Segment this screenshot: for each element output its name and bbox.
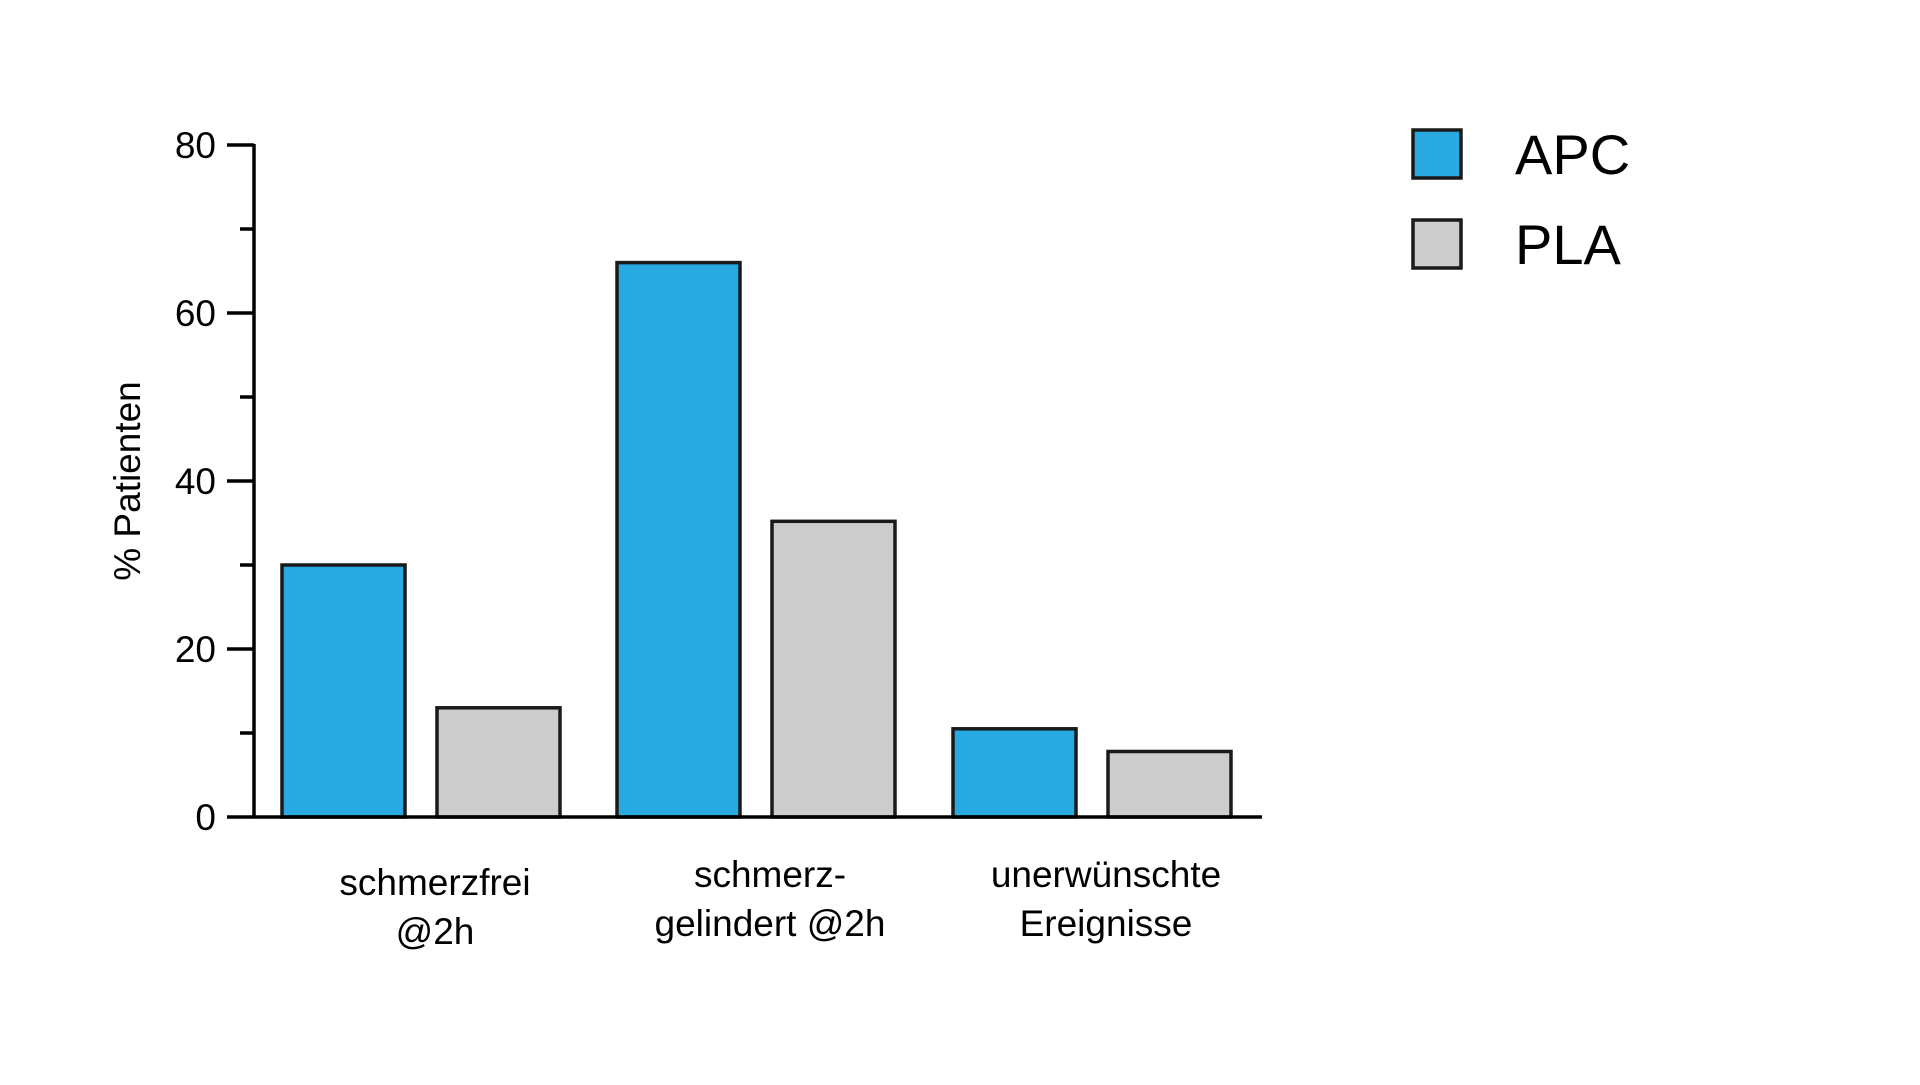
category-label-2: schmerz- [694,854,846,895]
bar-apc-3 [951,727,1078,819]
bar-apc-1 [280,563,407,819]
bar-pla-2 [770,519,897,819]
y-tick-label: 60 [175,293,216,334]
legend-swatch-apc [1411,128,1463,180]
category-label-1: schmerzfrei [339,862,530,903]
axes-layer [227,143,1262,819]
y-tick-label: 0 [195,797,216,838]
legend: APC PLA [1411,123,1630,276]
bar-pla-3 [1106,749,1233,819]
category-label-1: @2h [396,911,475,952]
bar-apc-2 [615,260,742,819]
category-label-3: unerwünschte [991,854,1221,895]
category-label-2: gelindert @2h [655,903,886,944]
category-label-3: Ereignisse [1020,903,1193,944]
y-tick-label: 80 [175,125,216,166]
y-tick-label: 20 [175,629,216,670]
legend-label-pla: PLA [1515,213,1621,276]
bars-layer [280,260,1233,819]
legend-label-apc: APC [1515,123,1630,186]
y-axis-title: % Patienten [107,381,148,581]
y-tick-label: 40 [175,461,216,502]
labels-layer: 0 20 40 60 80 % Patienten schmerzfrei @2h schmer… [107,125,1221,952]
legend-swatch-pla [1411,218,1463,270]
bar-pla-1 [435,706,562,819]
